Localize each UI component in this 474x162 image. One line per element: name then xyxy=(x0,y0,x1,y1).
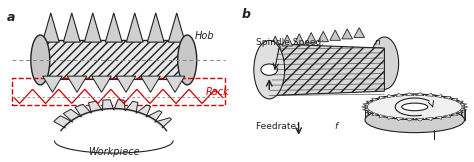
Polygon shape xyxy=(379,115,386,118)
Polygon shape xyxy=(67,76,87,92)
Polygon shape xyxy=(127,13,143,42)
Text: b: b xyxy=(242,8,251,21)
Polygon shape xyxy=(125,101,138,113)
Text: Spindle Speed:: Spindle Speed: xyxy=(256,38,327,47)
Circle shape xyxy=(261,64,277,75)
Text: n: n xyxy=(374,38,380,47)
Ellipse shape xyxy=(365,107,465,133)
Polygon shape xyxy=(42,13,59,42)
Ellipse shape xyxy=(31,35,50,85)
Polygon shape xyxy=(425,93,433,96)
Polygon shape xyxy=(270,36,281,47)
Text: Workpiece: Workpiece xyxy=(88,147,139,157)
Polygon shape xyxy=(456,111,464,113)
Ellipse shape xyxy=(401,103,428,111)
Polygon shape xyxy=(114,100,125,111)
Polygon shape xyxy=(366,101,374,103)
Polygon shape xyxy=(354,28,365,37)
Polygon shape xyxy=(406,118,414,121)
Polygon shape xyxy=(361,106,367,108)
Polygon shape xyxy=(372,113,379,115)
Polygon shape xyxy=(105,13,122,42)
Ellipse shape xyxy=(365,94,465,120)
Polygon shape xyxy=(462,106,468,108)
Polygon shape xyxy=(435,116,442,119)
Ellipse shape xyxy=(365,94,465,120)
Polygon shape xyxy=(460,108,467,110)
Polygon shape xyxy=(294,34,305,45)
Polygon shape xyxy=(456,101,464,103)
Polygon shape xyxy=(43,76,63,92)
Polygon shape xyxy=(165,76,185,92)
Polygon shape xyxy=(147,13,164,42)
Polygon shape xyxy=(54,116,73,128)
Polygon shape xyxy=(146,110,162,122)
Polygon shape xyxy=(460,104,467,106)
FancyBboxPatch shape xyxy=(38,40,190,79)
Polygon shape xyxy=(102,100,114,111)
Polygon shape xyxy=(379,96,386,99)
Polygon shape xyxy=(282,35,292,46)
Polygon shape xyxy=(443,115,450,118)
Text: a: a xyxy=(7,11,16,24)
Ellipse shape xyxy=(178,35,197,85)
Polygon shape xyxy=(365,109,465,120)
Polygon shape xyxy=(443,96,450,99)
Polygon shape xyxy=(155,118,172,128)
Polygon shape xyxy=(387,116,395,119)
Polygon shape xyxy=(64,13,80,42)
Polygon shape xyxy=(89,101,102,113)
Polygon shape xyxy=(363,108,369,110)
Ellipse shape xyxy=(370,37,399,89)
Polygon shape xyxy=(330,30,340,40)
Polygon shape xyxy=(406,93,414,96)
Polygon shape xyxy=(450,98,458,101)
Polygon shape xyxy=(116,76,136,92)
Polygon shape xyxy=(387,94,395,98)
Polygon shape xyxy=(306,33,317,43)
Polygon shape xyxy=(75,104,91,117)
Polygon shape xyxy=(415,118,424,121)
Polygon shape xyxy=(435,94,442,98)
Polygon shape xyxy=(136,105,151,117)
Polygon shape xyxy=(363,104,369,106)
Polygon shape xyxy=(84,13,101,42)
Polygon shape xyxy=(141,76,160,92)
Text: Hob: Hob xyxy=(194,31,214,41)
Polygon shape xyxy=(64,109,82,122)
Polygon shape xyxy=(450,113,458,115)
Polygon shape xyxy=(342,29,353,39)
Text: Rack: Rack xyxy=(206,87,230,97)
Polygon shape xyxy=(318,31,328,42)
Polygon shape xyxy=(168,13,185,42)
Polygon shape xyxy=(396,93,404,96)
Polygon shape xyxy=(425,117,433,121)
Polygon shape xyxy=(92,76,111,92)
Text: Feedrate:: Feedrate: xyxy=(256,122,302,131)
Polygon shape xyxy=(372,98,379,101)
Polygon shape xyxy=(366,111,374,113)
Polygon shape xyxy=(415,93,424,96)
Ellipse shape xyxy=(254,40,284,99)
Polygon shape xyxy=(396,117,404,121)
Bar xyxy=(12,78,225,105)
Polygon shape xyxy=(269,44,384,96)
Text: f: f xyxy=(334,122,337,131)
